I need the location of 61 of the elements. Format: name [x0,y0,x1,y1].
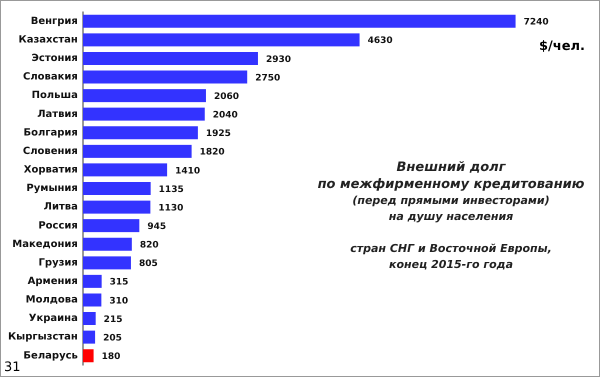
bar [82,182,151,196]
y-tick-label: Словакия [23,72,78,83]
bar [82,14,516,28]
data-label: 2930 [266,54,292,65]
bar [82,163,168,176]
y-tick-label: Молдова [26,294,78,306]
bar [82,52,258,65]
data-label: 1925 [206,129,231,140]
y-tick-label: Эстония [32,53,78,64]
bar [82,330,96,344]
y-tick-label: Хорватия [24,164,78,176]
bar [82,33,360,46]
data-label: 805 [138,259,158,270]
data-label: 2040 [212,110,238,121]
text: 31 [4,360,21,375]
bar [82,70,248,84]
bar [82,256,131,270]
bar [82,274,102,288]
data-label: 310 [109,296,128,306]
bar [82,126,198,140]
y-tick-label: Македония [12,238,78,250]
y-tick-label: Казахстан [18,34,78,46]
data-label: 1130 [158,203,184,214]
bar [82,144,192,158]
bar [82,312,96,326]
y-tick-label: Армения [28,276,78,287]
data-label: 205 [103,333,122,344]
y-tick-label: Польша [32,90,78,102]
y-tick-label: Беларусь [23,350,78,362]
y-tick-label: Венгрия [30,16,78,27]
bar [82,349,94,362]
data-label: 820 [140,240,159,251]
y-tick-label: Литва [44,202,78,213]
bar [82,238,132,251]
y-tick-label: Грузия [38,257,78,268]
data-label: 215 [104,314,122,325]
y-tick-label: Латвия [37,108,78,120]
y-tick-label: Кыргызстан [8,332,78,343]
data-label: 2750 [255,73,280,84]
data-label: 315 [110,278,128,288]
y-tick-label: Украина [28,313,78,324]
data-label: 4630 [368,36,393,46]
text: (перед прямыми инвесторами) на душу населения стран СНГ и Восточной Европы, конец 2015-го года [350,194,552,271]
bar [82,108,205,121]
data-label: 1135 [158,184,184,195]
y-tick-label: Румыния [26,183,78,194]
bar [82,219,140,232]
text: Внешний долг по межфирменному кредитованию [316,159,586,193]
data-label: 2060 [214,92,240,102]
data-label: 7240 [524,18,549,28]
bar [82,89,206,102]
bar [82,200,150,214]
bar [82,293,102,306]
x-axis-title: $/чел. [539,39,585,54]
data-label: 1820 [200,148,225,158]
y-tick-label: Болгария [23,127,78,138]
data-label: 945 [147,222,166,232]
y-tick-label: Словения [22,146,78,157]
data-label: 1410 [175,166,200,176]
data-label: 180 [102,352,120,362]
y-tick-label: Россия [38,220,78,232]
